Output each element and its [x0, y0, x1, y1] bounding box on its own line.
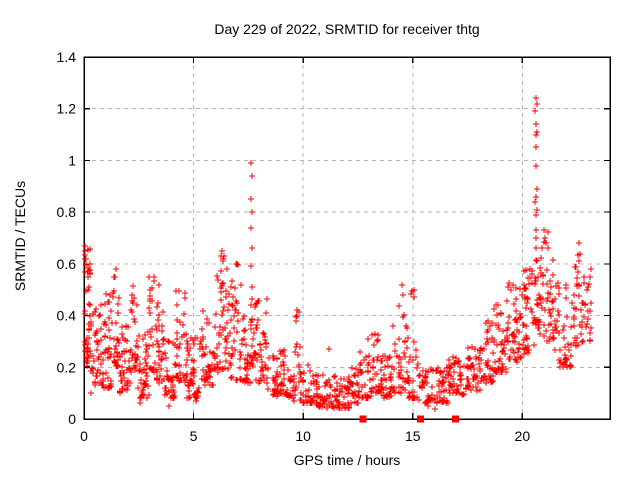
y-tick-label: 1.2	[57, 101, 77, 117]
x-tick-label: 20	[515, 428, 531, 444]
x-tick-label: 5	[190, 428, 198, 444]
srmtid-scatter-series	[82, 95, 594, 412]
y-tick-label: 0.4	[57, 308, 77, 324]
y-tick-label: 0.6	[57, 256, 77, 272]
x-tick-label: 15	[405, 428, 421, 444]
gridlines	[84, 57, 610, 419]
chart-title: Day 229 of 2022, SRMTID for receiver tht…	[214, 21, 480, 37]
y-tick-label: 0	[68, 411, 76, 427]
y-tick-label: 0.8	[57, 204, 77, 220]
x-tick-label: 10	[295, 428, 311, 444]
y-tick-label: 1	[68, 152, 76, 168]
axis-flag-square	[451, 415, 459, 423]
axis-flag-square	[417, 415, 425, 423]
x-axis-label: GPS time / hours	[293, 452, 401, 468]
axis-flag-markers	[359, 415, 459, 423]
plot-border-and-ticks	[83, 56, 611, 420]
scatter-points	[82, 95, 594, 412]
plot-frame	[83, 56, 611, 420]
x-tick-label: 0	[80, 428, 88, 444]
tick-labels: 0 5 10 15 20 0 0.2 0.4 0.6 0.8 1 1.2 1.4	[57, 49, 531, 444]
axis-flag-square	[359, 415, 367, 423]
y-tick-label: 0.2	[57, 359, 77, 375]
y-tick-label: 1.4	[57, 49, 77, 65]
